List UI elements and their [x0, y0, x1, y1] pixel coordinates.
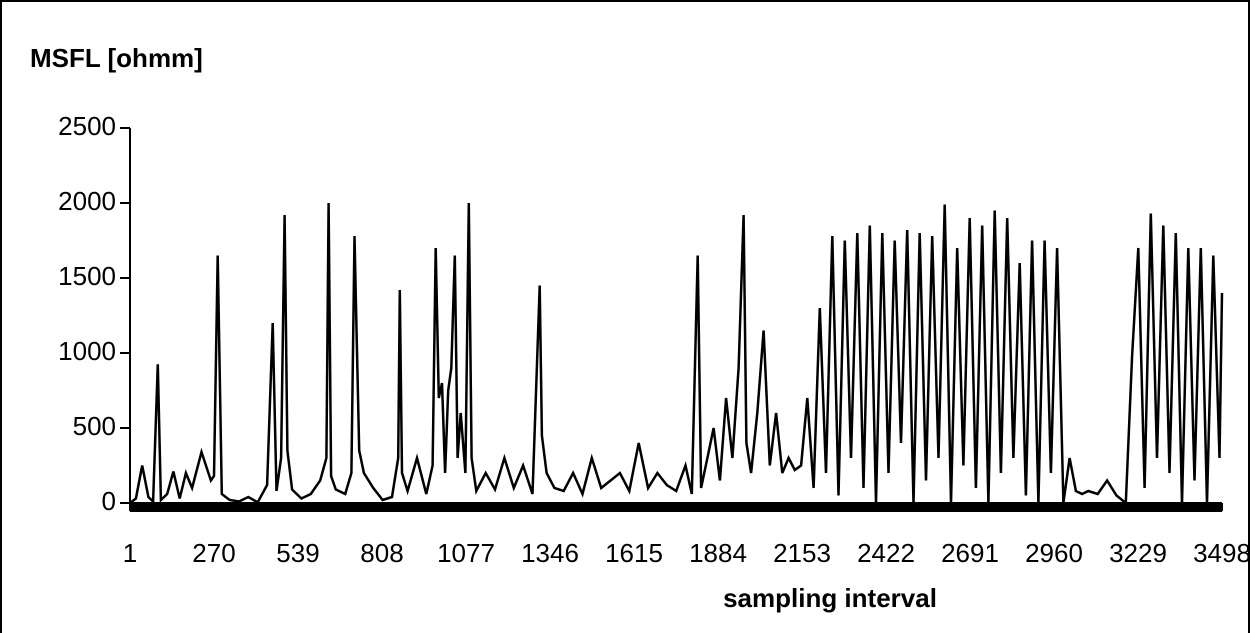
x-tick-label: 3229 — [1109, 538, 1167, 568]
x-tick-label: 2153 — [773, 538, 831, 568]
y-tick-label: 1000 — [58, 336, 116, 366]
y-tick-label: 0 — [102, 486, 116, 516]
x-tick-label: 1346 — [521, 538, 579, 568]
x-tick-label: 1077 — [437, 538, 495, 568]
x-tick-label: 1 — [123, 538, 137, 568]
x-tick-label: 2691 — [941, 538, 999, 568]
x-axis-label: sampling interval — [723, 583, 937, 613]
x-tick-label: 2422 — [857, 538, 915, 568]
x-tick-label: 808 — [360, 538, 403, 568]
y-tick-label: 2500 — [58, 111, 116, 141]
x-tick-label: 539 — [276, 538, 319, 568]
y-tick-label: 1500 — [58, 261, 116, 291]
data-line — [129, 202, 1224, 506]
x-tick-label: 270 — [192, 538, 235, 568]
y-tick-label: 2000 — [58, 186, 116, 216]
x-tick-label: 3498 — [1193, 538, 1250, 568]
y-axis-label: MSFL [ohmm] — [30, 43, 203, 73]
x-tick-label: 1615 — [605, 538, 663, 568]
y-tick-label: 500 — [73, 411, 116, 441]
x-tick-label: 1884 — [689, 538, 747, 568]
x-tick-label: 2960 — [1025, 538, 1083, 568]
